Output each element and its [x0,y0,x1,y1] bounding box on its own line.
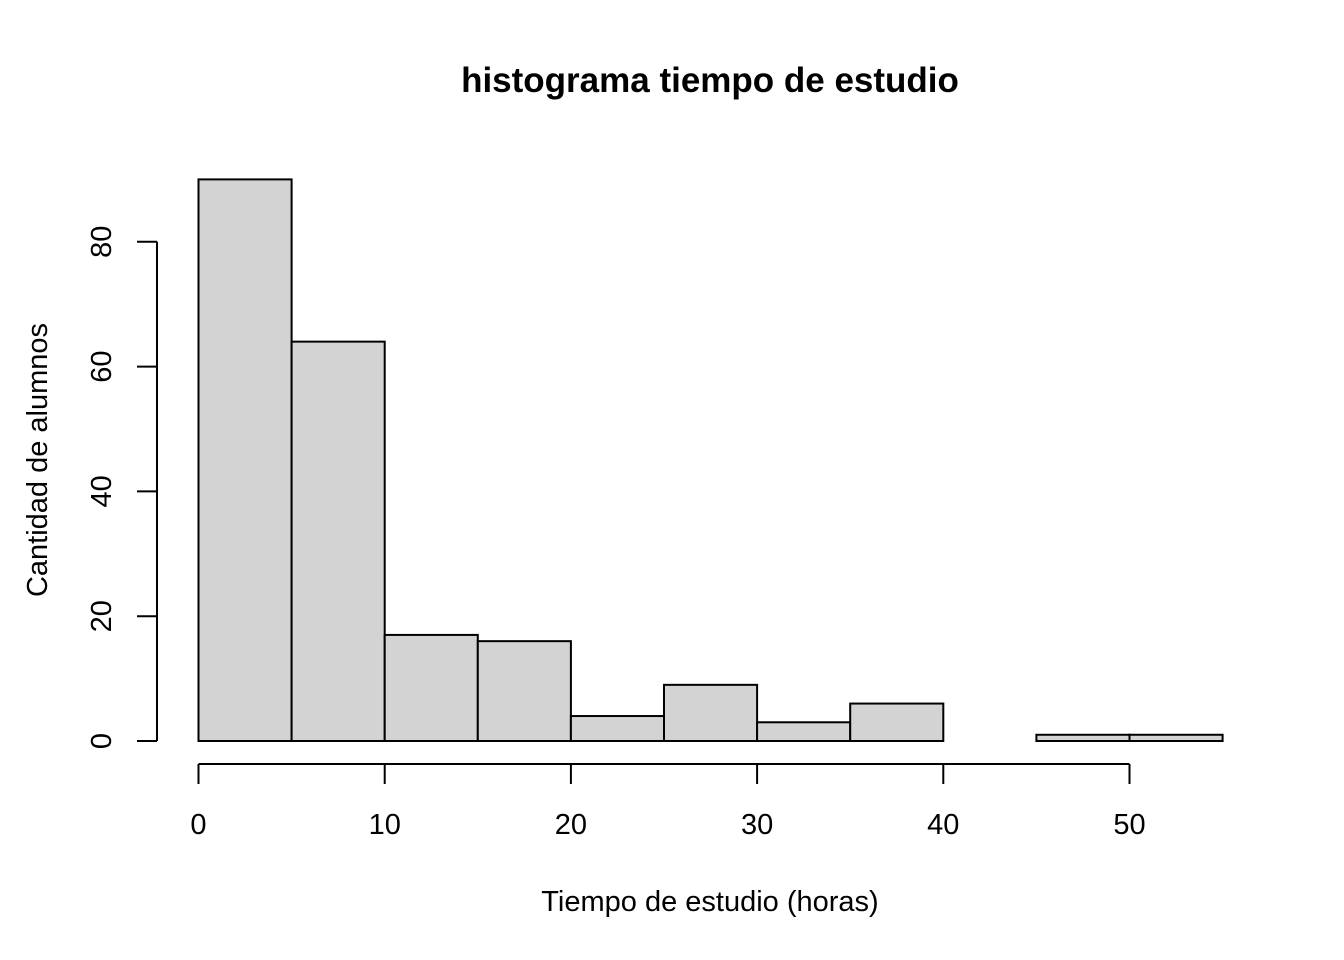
x-tick-label-10: 10 [369,809,401,841]
histogram-bar-7 [756,721,852,743]
x-tick-label-0: 0 [190,809,206,841]
x-tick-label-30: 30 [741,809,773,841]
x-axis-label: Tiempo de estudio (horas) [541,886,878,918]
histogram-bar-3 [383,633,479,742]
y-tick-label-0: 0 [86,733,118,749]
x-tick-label-40: 40 [927,809,959,841]
y-tick-label-40: 40 [86,475,118,507]
histogram-bar-6 [663,683,759,743]
histogram-bar-2 [290,340,386,742]
chart-title: histograma tiempo de estudio [461,61,959,100]
y-tick-label-60: 60 [86,350,118,382]
histogram-bars [197,178,1224,743]
y-axis: 0 20 40 60 80 [86,226,158,749]
histogram-bar-11 [1128,733,1224,743]
y-tick-label-80: 80 [86,226,118,258]
y-tick-label-20: 20 [86,600,118,632]
x-axis: 0 10 20 30 40 50 [190,763,1146,841]
histogram-bar-4 [476,640,572,742]
histogram-bar-10 [1035,733,1131,743]
y-axis-label: Cantidad de alumnos [22,323,54,597]
histogram-bar-5 [569,715,666,742]
x-tick-label-20: 20 [555,809,587,841]
x-tick-label-50: 50 [1113,809,1145,841]
histogram-bar-8 [849,702,945,742]
histogram-bar-1 [197,178,293,742]
